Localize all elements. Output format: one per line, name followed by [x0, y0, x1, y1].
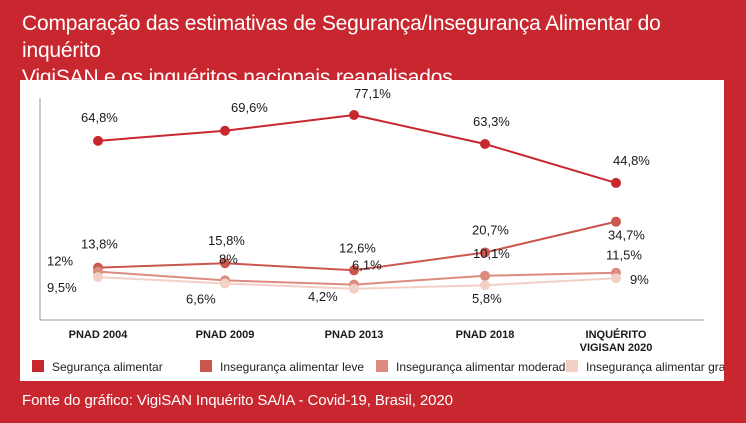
data-label-inseguran-a-alimentar-leve: 34,7%	[608, 228, 645, 243]
data-point-inseguran-a-alimentar-leve	[611, 216, 621, 227]
data-label-seguran-a-alimentar: 77,1%	[354, 86, 391, 101]
title-line-1: Comparação das estimativas de Segurança/…	[22, 12, 661, 62]
data-point-inseguran-a-alimentar-grave	[480, 280, 490, 291]
legend-swatch	[376, 360, 388, 372]
legend-label: Insegurança alimentar grave	[586, 360, 724, 374]
x-tick-label: PNAD 2004	[69, 329, 129, 341]
x-tick-label: PNAD 2013	[325, 329, 384, 341]
data-label-inseguran-a-alimentar-grave: 6,6%	[186, 291, 216, 306]
x-tick-label: PNAD 2009	[196, 329, 255, 341]
legend-label: Insegurança alimentar leve	[220, 360, 364, 374]
legend-label: Insegurança alimentar moderada	[396, 360, 572, 374]
legend-swatch	[200, 360, 212, 372]
data-label-seguran-a-alimentar: 69,6%	[231, 100, 268, 115]
data-point-inseguran-a-alimentar-grave	[611, 273, 621, 284]
data-point-inseguran-a-alimentar-grave	[349, 283, 359, 294]
legend-label: Segurança alimentar	[52, 360, 163, 374]
data-label-inseguran-a-alimentar-grave: 9%	[630, 272, 649, 287]
chart-panel: 64,8% 69,6% 77,1% 63,3% 44,8% 13,8% 15,8% 12,6%…	[20, 80, 724, 381]
x-tick-label: PNAD 2018	[456, 329, 515, 341]
legend-swatch	[32, 360, 44, 372]
data-point-seguran-a-alimentar	[349, 110, 359, 120]
data-label-inseguran-a-alimentar-leve: 20,7%	[472, 222, 509, 237]
data-label-inseguran-a-alimentar-moderada: 10,1%	[473, 246, 510, 261]
data-label-inseguran-a-alimentar-grave: 4,2%	[308, 289, 338, 304]
data-label-inseguran-a-alimentar-moderada: 12%	[47, 254, 73, 269]
data-point-seguran-a-alimentar	[93, 135, 103, 146]
data-point-inseguran-a-alimentar-grave	[220, 278, 230, 289]
source-note: Fonte do gráfico: VigiSAN Inquérito SA/I…	[22, 392, 453, 409]
data-point-seguran-a-alimentar	[220, 125, 230, 136]
data-label-seguran-a-alimentar: 63,3%	[473, 114, 510, 129]
data-point-inseguran-a-alimentar-leve	[220, 258, 230, 269]
data-label-seguran-a-alimentar: 64,8%	[81, 110, 118, 125]
data-label-inseguran-a-alimentar-grave: 5,8%	[472, 291, 502, 306]
data-label-seguran-a-alimentar: 44,8%	[613, 153, 650, 168]
data-point-inseguran-a-alimentar-moderada	[480, 270, 490, 281]
data-point-inseguran-a-alimentar-leve	[480, 247, 490, 258]
data-label-inseguran-a-alimentar-moderada: 11,5%	[606, 248, 642, 263]
data-point-seguran-a-alimentar	[611, 177, 621, 188]
series-line-seguran-a-alimentar	[97, 113, 617, 184]
data-label-inseguran-a-alimentar-leve: 15,8%	[208, 233, 245, 248]
data-point-inseguran-a-alimentar-leve	[349, 265, 359, 276]
line-chart: 64,8% 69,6% 77,1% 63,3% 44,8% 13,8% 15,8% 12,6%…	[32, 86, 724, 374]
data-point-seguran-a-alimentar	[480, 139, 490, 150]
data-label-inseguran-a-alimentar-leve: 12,6%	[339, 240, 376, 255]
data-point-inseguran-a-alimentar-grave	[93, 272, 103, 283]
chart-title: Comparação das estimativas de Segurança/…	[22, 10, 722, 91]
data-label-inseguran-a-alimentar-moderada: 6,1%	[352, 258, 382, 273]
data-label-inseguran-a-alimentar-leve: 13,8%	[81, 237, 118, 252]
data-label-inseguran-a-alimentar-moderada: 8%	[219, 251, 238, 266]
x-tick-label: INQUÉRITO	[586, 328, 647, 341]
data-label-inseguran-a-alimentar-grave: 9,5%	[47, 280, 77, 295]
x-tick-label: VIGISAN 2020	[580, 342, 653, 354]
legend-swatch	[566, 360, 578, 372]
